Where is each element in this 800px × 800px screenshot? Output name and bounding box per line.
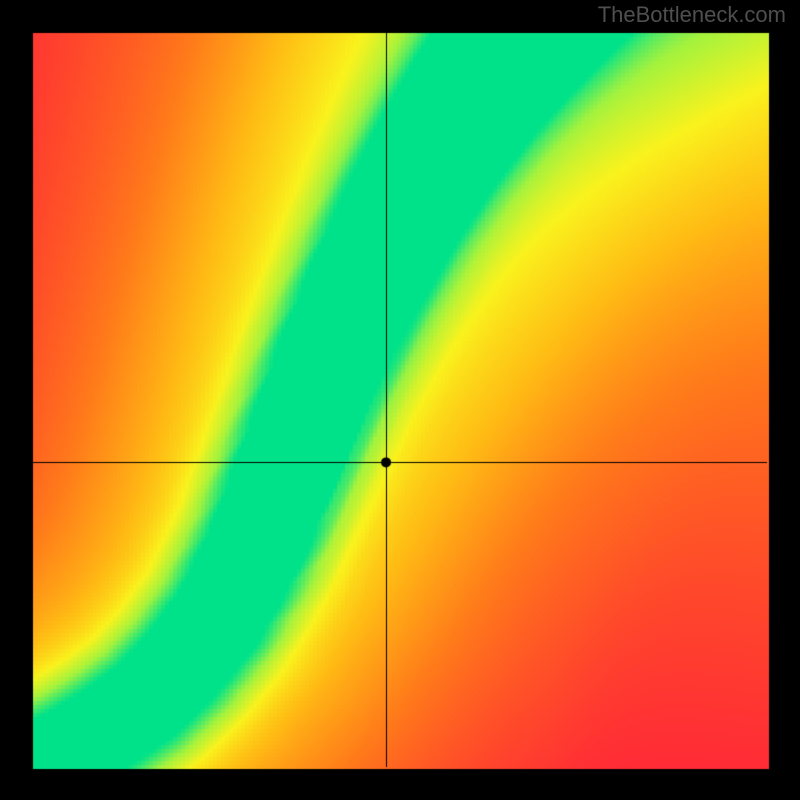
bottleneck-heatmap: [0, 0, 800, 800]
watermark-text: TheBottleneck.com: [598, 2, 786, 28]
